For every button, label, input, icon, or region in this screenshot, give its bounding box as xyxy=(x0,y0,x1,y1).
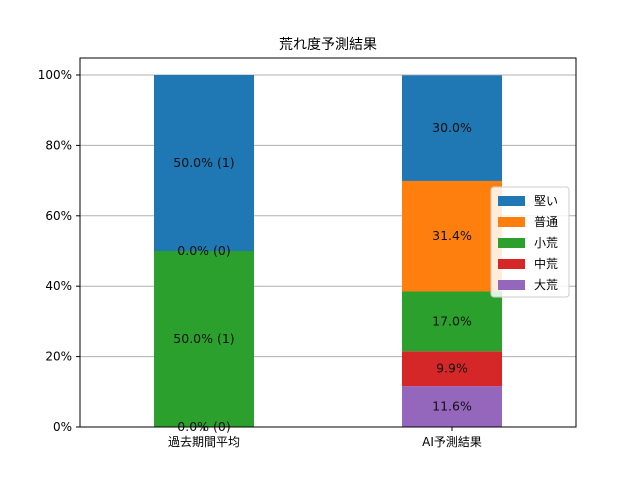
y-tick-label: 0% xyxy=(53,420,72,434)
bar-labels: 0.0% (0)50.0% (1)0.0% (0)50.0% (1)11.6%9… xyxy=(173,120,472,434)
y-axis: 0% 20% 40% 60% 80% 100% xyxy=(38,68,80,434)
bar-data-label: 31.4% xyxy=(432,228,472,243)
legend-label: 大荒 xyxy=(534,278,558,292)
bar-data-label: 9.9% xyxy=(436,361,468,376)
bar-segment xyxy=(402,386,502,427)
y-tick-label: 80% xyxy=(45,138,72,152)
bar-data-label: 30.0% xyxy=(432,120,472,135)
bars xyxy=(154,75,502,427)
legend-swatch xyxy=(498,259,525,269)
bar-segment xyxy=(154,75,254,251)
y-tick-label: 60% xyxy=(45,209,72,223)
legend-swatch xyxy=(498,196,525,206)
y-tick-label: 40% xyxy=(45,279,72,293)
legend-label: 堅い xyxy=(534,194,558,208)
x-tick-label: 過去期間平均 xyxy=(168,435,240,449)
legend-label: 小荒 xyxy=(534,236,558,250)
bar-data-label: 50.0% (1) xyxy=(173,331,234,346)
bar-data-label: 11.6% xyxy=(432,399,472,414)
bar-segment xyxy=(402,291,502,352)
legend-box xyxy=(490,186,570,298)
bar-segment xyxy=(154,251,254,427)
chart-title: 荒れ度予測結果 xyxy=(279,37,377,53)
y-tick-label: 100% xyxy=(38,68,72,82)
x-axis: 過去期間平均 AI予測結果 xyxy=(168,427,482,449)
legend-swatch xyxy=(498,238,525,248)
legend-swatch xyxy=(498,280,525,290)
legend-label: 中荒 xyxy=(534,256,558,271)
x-tick-label: AI予測結果 xyxy=(422,435,482,449)
plot-frame xyxy=(79,57,577,428)
bar-data-label: 50.0% (1) xyxy=(173,155,234,170)
legend-label: 普通 xyxy=(534,215,558,229)
y-tick-label: 20% xyxy=(45,350,72,364)
bar-segment xyxy=(402,75,502,181)
bar-data-label: 17.0% xyxy=(432,313,472,328)
bar-segment xyxy=(402,351,502,387)
bar-segment xyxy=(402,180,502,292)
legend-swatch xyxy=(498,217,525,227)
bar-data-label: 0.0% (0) xyxy=(177,243,230,258)
